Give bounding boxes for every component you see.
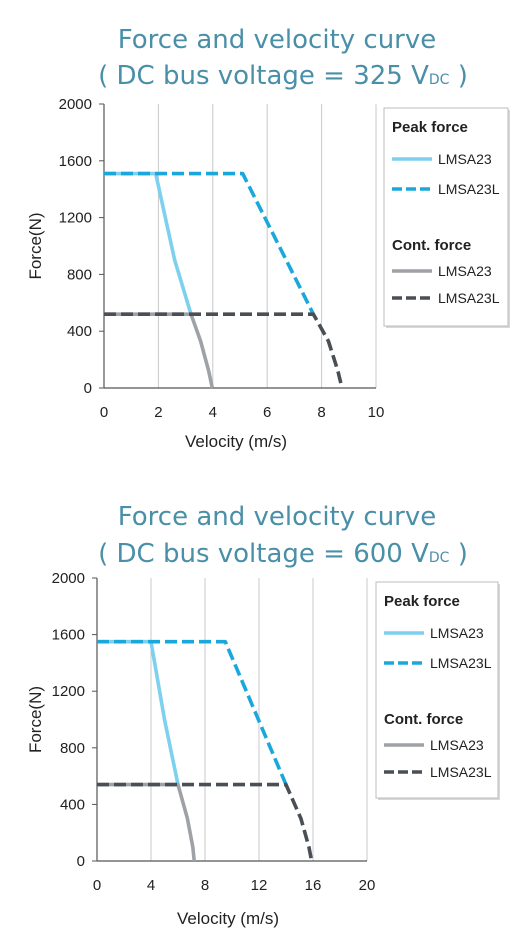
legend-entry-label: LMSA23L [430,655,492,671]
legend-box [375,581,499,799]
subtitle-text: ( DC bus voltage = 325 V [98,61,429,91]
plot-area [104,104,376,388]
x-tick-label: 4 [147,877,155,894]
y-tick-label: 400 [60,796,85,813]
subtitle-unit: DC [429,550,450,566]
x-axis-label: Velocity (m/s) [185,432,287,451]
x-tick-label: 0 [93,877,101,894]
x-tick-label: 20 [359,877,376,894]
y-axis-label: Force(N) [26,212,45,279]
x-tick-label: 8 [201,877,209,894]
y-tick-label: 1200 [59,210,92,227]
legend-heading: Peak force [392,119,468,136]
legend-entry-label: LMSA23L [430,764,492,780]
legend-box [383,107,509,327]
x-tick-label: 4 [209,404,217,421]
x-tick-label: 2 [154,404,162,421]
y-axis-label: Force(N) [26,686,45,753]
y-tick-label: 400 [67,323,92,340]
y-tick-label: 1200 [52,683,85,700]
x-axis-label: Velocity (m/s) [177,909,279,928]
legend-entry-label: LMSA23 [438,151,492,167]
x-tick-label: 6 [263,404,271,421]
x-tick-label: 8 [317,404,325,421]
y-tick-label: 800 [67,266,92,283]
y-tick-label: 2000 [52,570,85,587]
peak-lmsa23l-line [97,639,288,786]
y-tick-label: 1600 [59,153,92,170]
chart-title: Force and velocity curve [118,25,437,55]
legend-heading: Peak force [384,593,460,610]
x-tick-label: 12 [251,877,268,894]
subtitle-close: ) [449,539,467,569]
chart-subtitle: ( DC bus voltage = 325 VDC ) [98,61,468,91]
y-tick-label: 800 [60,740,85,757]
peak-lmsa23l-line [104,171,316,316]
subtitle-text: ( DC bus voltage = 600 V [98,539,429,569]
plot-area [97,578,367,861]
chart-1: Force and velocity curve ( DC bus voltage… [26,25,510,451]
legend-entry-label: LMSA23 [430,737,484,753]
subtitle-unit: DC [429,72,450,88]
chart-title: Force and velocity curve [118,502,437,532]
x-tick-label: 0 [100,404,108,421]
subtitle-close: ) [449,61,467,91]
legend-entry-label: LMSA23L [438,181,500,197]
y-tick-label: 0 [84,380,92,397]
y-tick-label: 1600 [52,627,85,644]
y-tick-label: 2000 [59,96,92,113]
cont-lmsa23l-line [97,782,314,862]
x-tick-label: 10 [368,404,385,421]
x-tick-label: 16 [305,877,322,894]
legend-entry-label: LMSA23L [438,290,500,306]
legend-entry-label: LMSA23 [430,625,484,641]
chart-2: Force and velocity curve ( DC bus voltage… [26,502,500,928]
legend-heading: Cont. force [392,237,471,254]
y-tick-label: 0 [77,853,85,870]
legend-heading: Cont. force [384,711,463,728]
cont-lmsa23l-line [104,312,344,389]
chart-subtitle: ( DC bus voltage = 600 VDC ) [98,539,468,569]
legend-entry-label: LMSA23 [438,263,492,279]
